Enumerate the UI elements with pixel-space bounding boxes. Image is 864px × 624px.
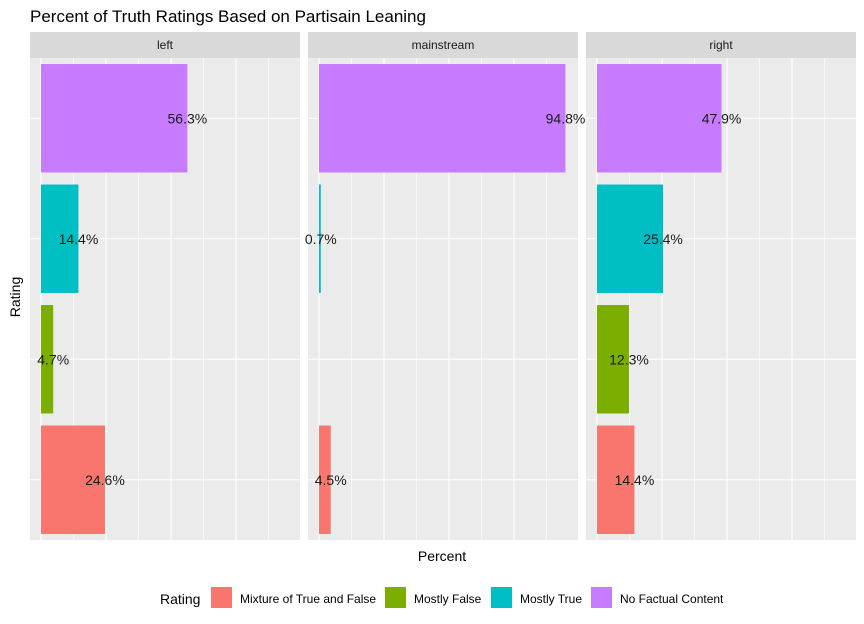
strip-right [586,32,856,58]
bar-left-2 [41,184,79,293]
data-label: 4.5% [315,472,347,488]
legend-key [385,587,406,608]
strip-label: mainstream [412,38,475,52]
y-axis-title: Rating [7,277,23,317]
data-label: 94.8% [546,110,586,126]
strip-mainstream [308,32,578,58]
bar-left-0 [41,425,105,534]
data-labels: 24.6% 4.7% 14.4% 56.3% 4.5% 0.7% 94.8% 14.4% 12.… [37,110,741,488]
bar-mainstream-3 [319,64,566,173]
legend-key [591,587,612,608]
bar-right-1 [597,305,629,414]
bar-mainstream-0 [319,425,331,534]
legend-label: Mostly True [520,592,582,606]
bar-right-3 [597,64,722,173]
x-axis-title: Percent [418,548,466,564]
strip-label: right [709,38,733,52]
legend-label: No Factual Content [620,592,724,606]
bar-mainstream-2 [319,184,321,293]
data-label: 47.9% [702,110,742,126]
legend-label: Mixture of True and False [240,592,376,606]
bar-left-3 [41,64,188,173]
strip-label: left [157,38,174,52]
legend-key [211,587,232,608]
bar-left-1 [41,305,54,414]
data-label: 25.4% [643,231,683,247]
legend-label: Mostly False [414,592,482,606]
chart-title: Percent of Truth Ratings Based on Partis… [30,7,426,26]
facet-panels: left mainstream right 24.6% 4.7% 14.4% 56.3% 4.… [30,32,856,540]
panel-mainstream: mainstream [308,32,578,540]
data-label: 24.6% [85,472,125,488]
panel-right: right [586,32,856,540]
data-label: 14.4% [615,472,655,488]
bar-right-2 [597,184,664,293]
data-label: 12.3% [609,351,649,367]
strip-left [30,32,300,58]
legend: Rating Mixture of True and False Mostly F… [160,587,724,608]
bar-right-0 [597,425,635,534]
legend-key [491,587,512,608]
data-label: 4.7% [37,351,69,367]
data-label: 14.4% [59,231,99,247]
legend-title: Rating [160,591,200,607]
data-label: 0.7% [305,231,337,247]
data-label: 56.3% [168,110,208,126]
panel-left: left [30,32,300,540]
